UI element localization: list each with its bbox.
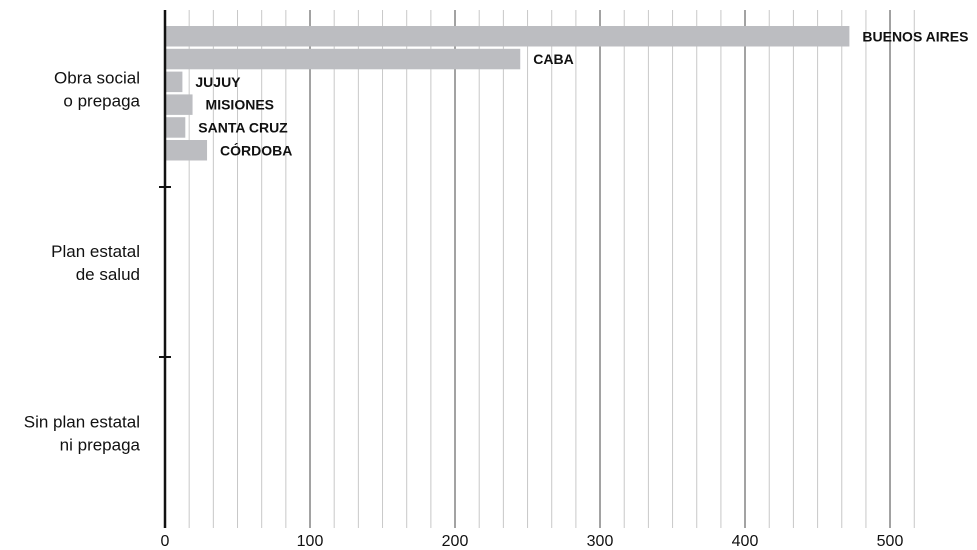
category-label: Sin plan estatal ni prepaga (24, 413, 141, 455)
bar-label: MISIONES (206, 97, 274, 113)
x-tick-label: 400 (732, 533, 759, 550)
bar-label: CÓRDOBA (220, 141, 292, 158)
bar (165, 94, 193, 115)
category-label: Plan estatal de salud (51, 242, 140, 284)
x-tick-label: 500 (877, 533, 904, 550)
bars (165, 26, 849, 161)
x-tick-label: 300 (587, 533, 614, 550)
bar (165, 49, 520, 70)
bar-label: BUENOS AIRES (862, 28, 968, 44)
x-tick-label: 100 (297, 533, 324, 550)
x-tick-label: 200 (442, 533, 469, 550)
x-tick-label: 0 (161, 533, 170, 550)
bar (165, 140, 207, 161)
bar (165, 72, 182, 93)
bar (165, 26, 849, 47)
category-label: Obra social o prepaga (54, 69, 141, 111)
grid (189, 10, 914, 528)
bar-label: SANTA CRUZ (198, 119, 288, 135)
bar (165, 117, 185, 138)
bar-label: CABA (533, 51, 573, 67)
bar-label: JUJUY (195, 74, 241, 90)
